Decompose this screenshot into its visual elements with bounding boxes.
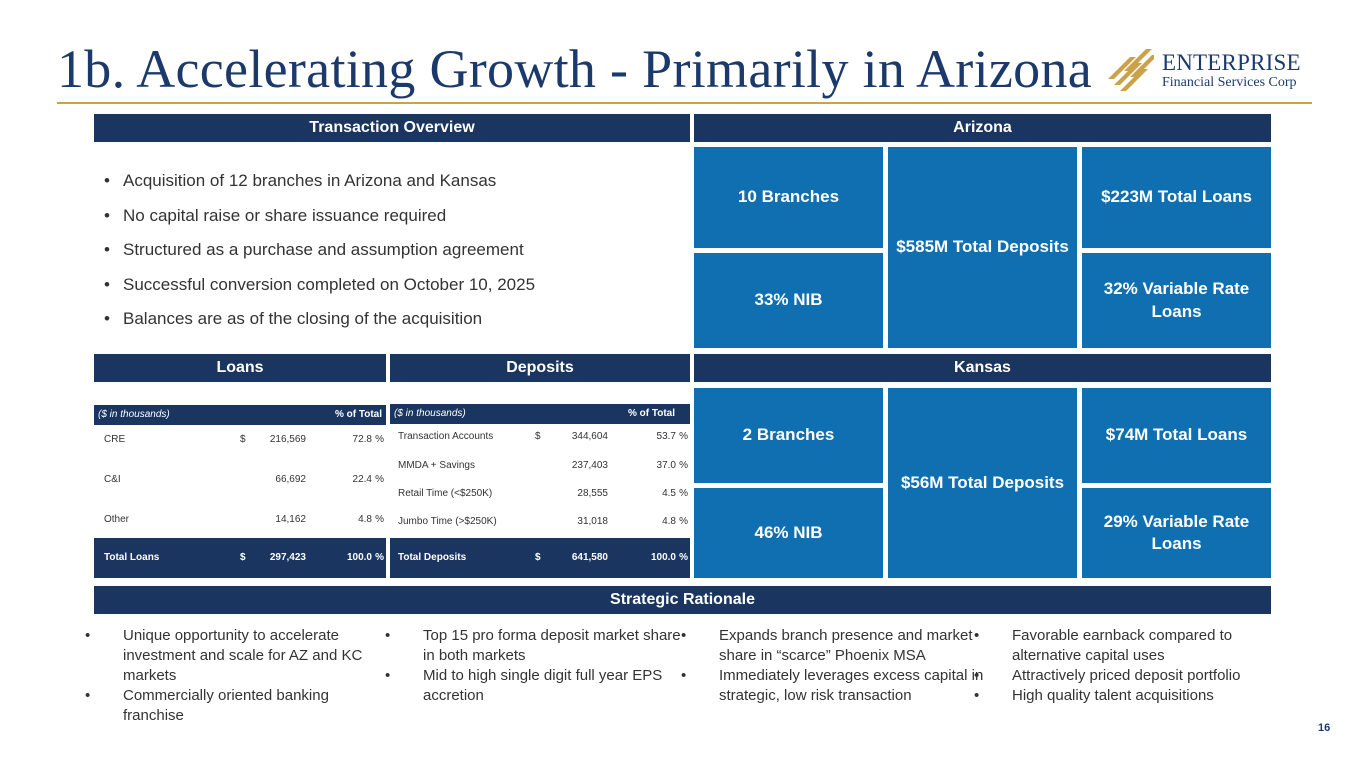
kansas-nib-box: 46% NIB bbox=[694, 488, 883, 578]
row-dollar: $ bbox=[535, 431, 541, 442]
row-pct: 4.8 bbox=[662, 516, 676, 527]
row-pct-sign: % bbox=[375, 474, 384, 485]
row-label: Total Deposits bbox=[398, 552, 467, 563]
deposits-units-label: ($ in thousands) bbox=[394, 408, 466, 419]
list-item: Attractively priced deposit portfolio bbox=[993, 666, 1278, 686]
row-amount: 237,403 bbox=[571, 460, 608, 471]
arizona-nib-box: 33% NIB bbox=[694, 253, 883, 348]
list-item: Expands branch presence and market share… bbox=[700, 626, 985, 666]
arizona-deposits-box: $585M Total Deposits bbox=[888, 147, 1077, 348]
loans-header: Loans bbox=[94, 354, 386, 382]
row-dollar: $ bbox=[535, 552, 541, 563]
list-item: Top 15 pro forma deposit market share in… bbox=[404, 626, 689, 666]
row-pct: 4.8 bbox=[358, 514, 372, 525]
table-total-row: Total Loans $ 297,423 100.0 % bbox=[94, 538, 386, 578]
row-amount: 66,692 bbox=[275, 474, 306, 485]
loans-pct-header: % of Total bbox=[334, 409, 382, 420]
row-pct: 37.0 bbox=[656, 460, 676, 471]
row-pct: 4.5 bbox=[662, 488, 676, 499]
kansas-branches-box: 2 Branches bbox=[694, 388, 883, 483]
kansas-header: Kansas bbox=[694, 354, 1271, 382]
list-item: Unique opportunity to accelerate investm… bbox=[104, 626, 389, 686]
row-pct: 53.7 bbox=[656, 431, 676, 442]
row-amount: 216,569 bbox=[269, 434, 306, 445]
deposits-header: Deposits bbox=[390, 354, 690, 382]
kansas-loans-box: $74M Total Loans bbox=[1082, 388, 1271, 483]
row-label: Transaction Accounts bbox=[398, 431, 494, 442]
list-item: Acquisition of 12 branches in Arizona an… bbox=[104, 170, 684, 205]
row-label: Jumbo Time (>$250K) bbox=[398, 516, 497, 527]
rationale-column-3: Expands branch presence and market share… bbox=[700, 626, 985, 706]
list-item: Mid to high single digit full year EPS a… bbox=[404, 666, 689, 706]
row-dollar: $ bbox=[240, 434, 246, 445]
row-label: Total Loans bbox=[104, 552, 160, 563]
strategic-rationale-header: Strategic Rationale bbox=[94, 586, 1271, 614]
row-dollar: $ bbox=[240, 552, 246, 563]
row-pct: 72.8 bbox=[352, 434, 372, 445]
row-pct-sign: % bbox=[375, 434, 384, 445]
kansas-variable-rate-box: 29% Variable Rate Loans bbox=[1082, 488, 1271, 578]
row-label: Other bbox=[104, 514, 130, 525]
table-row: Retail Time (<$250K) 28,555 4.5 % bbox=[390, 488, 690, 502]
row-label: MMDA + Savings bbox=[398, 460, 475, 471]
row-label: C&I bbox=[104, 474, 121, 485]
list-item: High quality talent acquisitions bbox=[993, 686, 1278, 706]
row-pct-sign: % bbox=[679, 431, 688, 442]
title-divider bbox=[57, 102, 1312, 104]
row-amount: 28,555 bbox=[577, 488, 608, 499]
row-pct-sign: % bbox=[375, 552, 384, 563]
arizona-branches-box: 10 Branches bbox=[694, 147, 883, 248]
table-total-row: Total Deposits $ 641,580 100.0 % bbox=[390, 538, 690, 578]
page-title: 1b. Accelerating Growth - Primarily in A… bbox=[57, 39, 1093, 99]
row-pct-sign: % bbox=[375, 514, 384, 525]
arizona-variable-rate-box: 32% Variable Rate Loans bbox=[1082, 253, 1271, 348]
rationale-column-2: Top 15 pro forma deposit market share in… bbox=[404, 626, 689, 706]
list-item: Balances are as of the closing of the ac… bbox=[104, 308, 684, 343]
row-pct: 100.0 bbox=[346, 552, 372, 563]
list-item: Successful conversion completed on Octob… bbox=[104, 274, 684, 309]
row-pct-sign: % bbox=[679, 552, 688, 563]
loans-table-header: ($ in thousands) % of Total bbox=[94, 405, 386, 425]
page-number: 16 bbox=[1318, 722, 1331, 734]
row-amount: 344,604 bbox=[571, 431, 608, 442]
row-label: Retail Time (<$250K) bbox=[398, 488, 493, 499]
table-row: Jumbo Time (>$250K) 31,018 4.8 % bbox=[390, 516, 690, 530]
list-item: Commercially oriented banking franchise bbox=[104, 686, 389, 726]
arizona-header: Arizona bbox=[694, 114, 1271, 142]
table-row: CRE $ 216,569 72.8 % bbox=[94, 434, 386, 448]
enterprise-logo-icon bbox=[1108, 49, 1154, 91]
deposits-table-header: ($ in thousands) % of Total bbox=[390, 404, 690, 424]
transaction-overview-header: Transaction Overview bbox=[94, 114, 690, 142]
arizona-loans-box: $223M Total Loans bbox=[1082, 147, 1271, 248]
loans-units-label: ($ in thousands) bbox=[98, 409, 170, 420]
rationale-column-1: Unique opportunity to accelerate investm… bbox=[104, 626, 389, 726]
company-logo: ENTERPRISE Financial Services Corp bbox=[1108, 49, 1301, 91]
list-item: Favorable earnback compared to alternati… bbox=[993, 626, 1278, 666]
row-pct: 100.0 bbox=[650, 552, 676, 563]
transaction-overview-list: Acquisition of 12 branches in Arizona an… bbox=[104, 170, 684, 343]
table-row: Other 14,162 4.8 % bbox=[94, 514, 386, 528]
list-item: Structured as a purchase and assumption … bbox=[104, 239, 684, 274]
row-amount: 31,018 bbox=[577, 516, 608, 527]
kansas-deposits-box: $56M Total Deposits bbox=[888, 388, 1077, 578]
row-pct-sign: % bbox=[679, 516, 688, 527]
deposits-pct-header: % of Total bbox=[627, 408, 675, 419]
row-pct: 22.4 bbox=[352, 474, 372, 485]
row-label: CRE bbox=[104, 434, 126, 445]
table-row: Transaction Accounts $ 344,604 53.7 % bbox=[390, 431, 690, 445]
table-row: MMDA + Savings 237,403 37.0 % bbox=[390, 460, 690, 474]
list-item: No capital raise or share issuance requi… bbox=[104, 205, 684, 240]
row-amount: 641,580 bbox=[571, 552, 608, 563]
row-amount: 14,162 bbox=[275, 514, 306, 525]
table-row: C&I 66,692 22.4 % bbox=[94, 474, 386, 488]
row-pct-sign: % bbox=[679, 488, 688, 499]
logo-name: ENTERPRISE bbox=[1162, 49, 1301, 75]
rationale-column-4: Favorable earnback compared to alternati… bbox=[993, 626, 1278, 706]
row-amount: 297,423 bbox=[269, 552, 306, 563]
row-pct-sign: % bbox=[679, 460, 688, 471]
list-item: Immediately leverages excess capital in … bbox=[700, 666, 985, 706]
logo-subtitle: Financial Services Corp bbox=[1162, 74, 1297, 90]
